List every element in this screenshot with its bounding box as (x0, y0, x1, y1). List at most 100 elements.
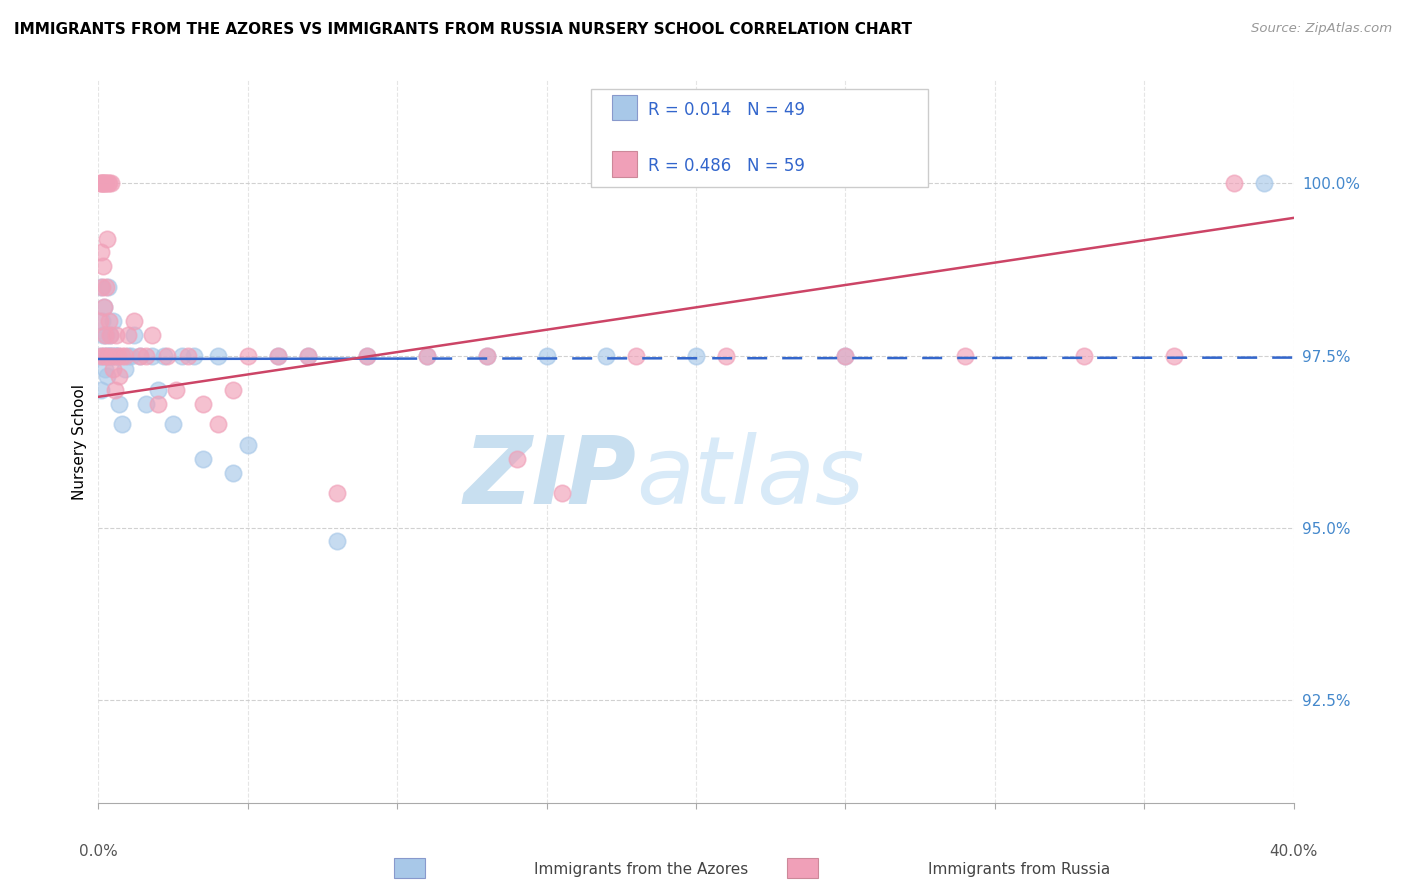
Point (1163, 349, 1185, 363)
Point (101, 349, 124, 363)
Point (141, 349, 163, 363)
Point (114, 349, 136, 363)
Point (111, 417, 134, 432)
Point (94, 279, 117, 293)
Point (172, 349, 194, 363)
Point (356, 349, 378, 363)
Text: Immigrants from Russia: Immigrants from Russia (928, 863, 1111, 877)
Point (536, 349, 558, 363)
Point (94, 177, 117, 191)
Point (297, 349, 319, 363)
Point (89, 314, 111, 328)
Point (953, 349, 976, 363)
Point (148, 397, 170, 411)
Point (550, 486, 572, 500)
Point (94, 362, 117, 376)
Point (267, 349, 290, 363)
Point (107, 349, 129, 363)
Text: 40.0%: 40.0% (1270, 845, 1317, 859)
Text: Source: ZipAtlas.com: Source: ZipAtlas.com (1251, 22, 1392, 36)
Point (183, 349, 205, 363)
Point (94, 327, 117, 342)
Y-axis label: Nursery School: Nursery School (72, 384, 87, 500)
Point (96, 369, 118, 384)
Point (191, 397, 214, 411)
Point (165, 383, 187, 397)
Point (156, 349, 179, 363)
Point (222, 383, 245, 397)
Point (96, 349, 118, 363)
Point (714, 349, 737, 363)
Point (97, 314, 120, 328)
Point (108, 397, 131, 411)
Point (91, 177, 114, 191)
Point (120, 349, 142, 363)
Point (105, 327, 128, 342)
Point (416, 349, 439, 363)
Point (96, 349, 118, 363)
Point (97, 279, 120, 293)
Point (117, 327, 139, 342)
Point (93, 301, 115, 315)
Point (595, 349, 617, 363)
Point (416, 349, 439, 363)
Point (129, 349, 152, 363)
Point (97, 349, 120, 363)
Point (626, 349, 648, 363)
Point (100, 177, 122, 191)
Point (93, 177, 115, 191)
Point (162, 417, 184, 432)
Point (124, 327, 146, 342)
Point (105, 349, 128, 363)
Point (506, 451, 529, 466)
Point (111, 349, 134, 363)
Point (101, 349, 124, 363)
Point (834, 349, 856, 363)
Point (135, 397, 157, 411)
Point (1253, 177, 1275, 191)
Point (96, 177, 118, 191)
Point (104, 383, 127, 397)
Point (90, 245, 112, 260)
Point (475, 349, 498, 363)
Text: 0.0%: 0.0% (79, 845, 118, 859)
Point (326, 534, 349, 549)
Point (207, 349, 229, 363)
Text: R = 0.486   N = 59: R = 0.486 N = 59 (648, 158, 806, 176)
Point (107, 349, 129, 363)
Point (90, 177, 112, 191)
Point (124, 314, 146, 328)
Point (91, 177, 114, 191)
Point (89, 349, 111, 363)
Point (135, 349, 157, 363)
Point (98, 327, 121, 342)
Point (117, 349, 139, 363)
Point (356, 349, 378, 363)
Point (114, 362, 136, 376)
Text: Immigrants from the Azores: Immigrants from the Azores (534, 863, 748, 877)
Point (91, 279, 114, 293)
Point (98, 349, 122, 363)
Point (96, 231, 118, 245)
Point (93, 349, 115, 363)
Point (191, 451, 214, 466)
Point (834, 349, 856, 363)
Point (236, 438, 259, 452)
Point (104, 349, 127, 363)
Point (97, 177, 120, 191)
Point (267, 349, 290, 363)
Point (98, 327, 122, 342)
Point (148, 383, 170, 397)
Point (91, 314, 114, 328)
Point (141, 327, 163, 342)
Point (177, 349, 200, 363)
Text: IMMIGRANTS FROM THE AZORES VS IMMIGRANTS FROM RUSSIA NURSERY SCHOOL CORRELATION : IMMIGRANTS FROM THE AZORES VS IMMIGRANTS… (14, 22, 912, 37)
Point (236, 349, 259, 363)
Point (103, 362, 125, 376)
Point (94, 327, 117, 342)
Point (93, 301, 115, 315)
Point (222, 466, 245, 480)
Point (90, 279, 112, 293)
Point (91, 259, 114, 273)
Point (89, 177, 111, 191)
